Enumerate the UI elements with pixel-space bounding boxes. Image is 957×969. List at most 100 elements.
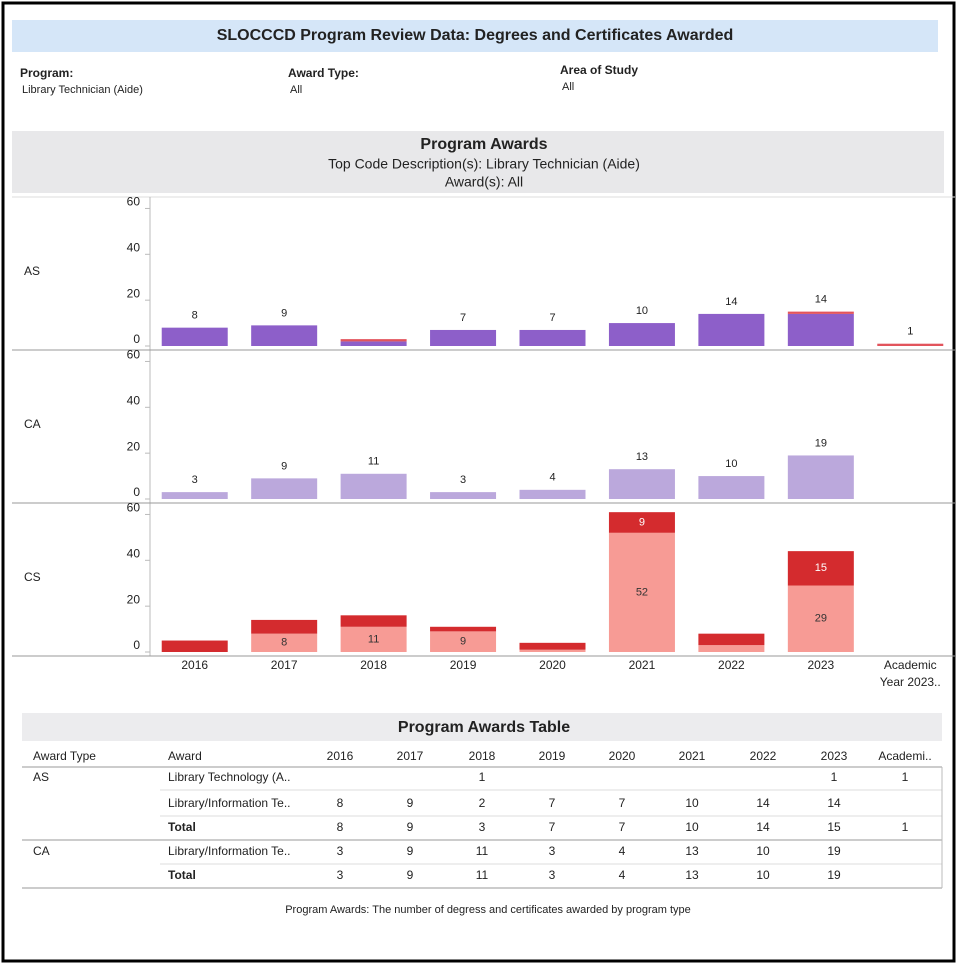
filter-value: All	[290, 84, 302, 96]
section-subtitle: Top Code Description(s): Library Technic…	[328, 156, 640, 172]
data-label: 7	[549, 312, 555, 324]
table-cell: 11	[476, 844, 489, 858]
data-label: 9	[281, 460, 287, 472]
x-tick-label: 2016	[181, 658, 209, 672]
filter-value: All	[562, 81, 574, 93]
y-tick-label: 20	[127, 592, 141, 606]
panel-label: CS	[24, 570, 41, 584]
column-header: 2016	[327, 749, 354, 763]
column-header: Award	[168, 749, 202, 763]
y-tick-label: 20	[127, 439, 141, 453]
data-label: 29	[815, 613, 827, 625]
table-cell: 14	[756, 796, 770, 810]
x-tick-label: 2017	[270, 658, 298, 672]
bar-segment	[698, 313, 765, 346]
bar-segment	[161, 640, 228, 652]
bar-segment	[787, 455, 854, 499]
table-cell: 3	[479, 820, 486, 834]
bar-segment	[608, 323, 675, 346]
table-cell: 9	[407, 796, 414, 810]
table-cell: 10	[756, 868, 770, 882]
bar-segment	[340, 626, 407, 652]
data-label: 3	[460, 474, 466, 486]
table-cell: 14	[756, 820, 770, 834]
filter-label: Area of Study	[560, 63, 638, 77]
table-cell: 9	[407, 844, 414, 858]
bar-segment	[161, 327, 228, 346]
table-cell: 8	[337, 796, 344, 810]
title: SLOCCCD Program Review Data: Degrees and…	[217, 27, 734, 44]
bar-segment	[340, 339, 407, 342]
table-cell: 11	[476, 868, 489, 882]
bar-segment	[430, 492, 497, 499]
filter-label: Award Type:	[288, 66, 359, 80]
bar-segment	[608, 512, 675, 533]
bar-segment	[340, 341, 407, 346]
table-cell: 9	[407, 820, 414, 834]
table-cell: 3	[549, 868, 556, 882]
column-header: 2023	[821, 749, 848, 763]
bar-segment	[340, 473, 407, 499]
data-label: 15	[815, 562, 827, 574]
table-cell: CA	[33, 844, 50, 858]
y-tick-label: 40	[127, 546, 141, 560]
bar-segment	[608, 532, 675, 652]
bar-segment	[251, 478, 318, 499]
table-cell: Library/Information Te..	[168, 796, 291, 810]
panel-label: AS	[24, 264, 40, 278]
y-tick-label: 60	[127, 195, 141, 209]
section-title: Program Awards	[420, 136, 547, 153]
bar-segment	[787, 311, 854, 314]
x-tick-label: 2023	[807, 658, 835, 672]
bar-segment	[519, 649, 586, 652]
bar-segment	[877, 343, 944, 346]
table-cell: 1	[831, 770, 838, 784]
table-cell: 10	[756, 844, 770, 858]
data-label: 11	[368, 456, 379, 468]
bar-segment	[251, 633, 318, 652]
bar-segment	[430, 329, 497, 346]
y-tick-label: 0	[133, 638, 140, 652]
x-tick-label: Academic Year 2023..	[879, 658, 941, 689]
table-cell: 13	[685, 844, 699, 858]
x-tick-label: 2018	[360, 658, 387, 672]
bar-segment	[787, 313, 854, 346]
table-title: Program Awards Table	[398, 719, 570, 736]
footer: Program Awards: The number of degress an…	[285, 904, 691, 916]
y-tick-label: 60	[127, 348, 141, 362]
data-label: 13	[636, 451, 648, 463]
data-label: 8	[281, 637, 287, 649]
table-cell: Library Technology (A..	[168, 770, 291, 784]
bar-segment	[698, 633, 765, 646]
column-header: 2017	[397, 749, 424, 763]
section-band	[12, 131, 944, 193]
data-label: 9	[460, 636, 466, 648]
bar-segment	[251, 325, 318, 346]
x-tick-label: 2022	[718, 658, 745, 672]
title-bar	[12, 20, 938, 52]
bar-segment	[519, 329, 586, 346]
table-cell: 7	[549, 820, 556, 834]
table-cell: 7	[549, 796, 556, 810]
bar-segment	[787, 551, 854, 586]
data-label: 9	[281, 307, 287, 319]
bar-segment	[430, 626, 497, 632]
filter-value: Library Technician (Aide)	[22, 84, 143, 96]
bar-segment	[430, 631, 497, 652]
y-tick-label: 40	[127, 240, 141, 254]
table-cell: 15	[827, 820, 841, 834]
bar-segment	[519, 489, 586, 499]
column-header: 2022	[750, 749, 777, 763]
data-label: 10	[725, 458, 737, 470]
bar-segment	[698, 476, 765, 499]
table-cell: 14	[827, 796, 841, 810]
y-tick-label: 40	[127, 393, 141, 407]
table-cell: 10	[685, 796, 699, 810]
filter-label: Program:	[20, 66, 73, 80]
x-tick-label: 2021	[628, 658, 656, 672]
table-cell: 1	[479, 770, 486, 784]
table-cell: 2	[479, 796, 486, 810]
data-label: 14	[725, 296, 737, 308]
